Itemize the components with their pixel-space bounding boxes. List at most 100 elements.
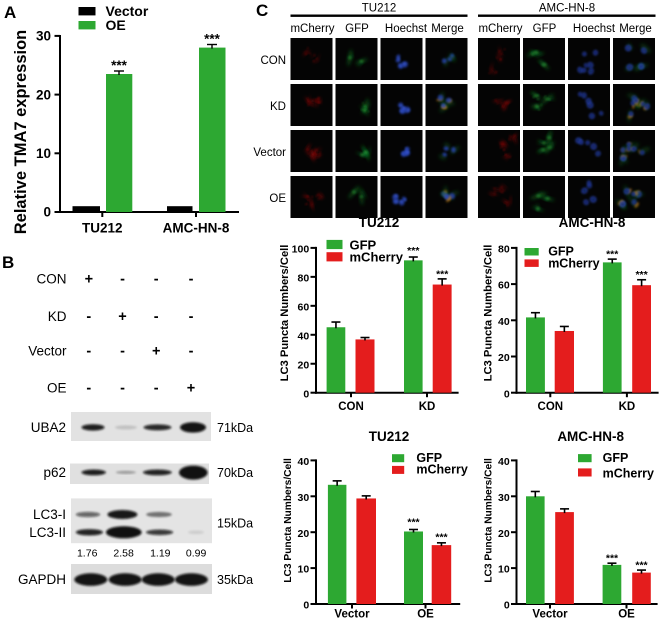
svg-text:GFP: GFP: [345, 23, 369, 35]
svg-text:AMC-HN-8: AMC-HN-8: [163, 220, 230, 235]
svg-text:0: 0: [303, 388, 309, 400]
svg-text:+: +: [118, 309, 126, 325]
svg-text:OE: OE: [417, 609, 434, 621]
svg-text:KD: KD: [270, 101, 286, 113]
svg-text:CON: CON: [338, 401, 364, 413]
svg-text:40: 40: [298, 330, 310, 342]
svg-text:60: 60: [298, 301, 310, 313]
svg-text:LC3 Puncta Numbers/Cell: LC3 Puncta Numbers/Cell: [484, 458, 495, 583]
svg-text:KD: KD: [48, 309, 67, 324]
svg-text:-: -: [154, 381, 159, 397]
svg-text:-: -: [120, 381, 125, 397]
svg-text:CON: CON: [37, 271, 67, 286]
svg-text:TU212: TU212: [82, 220, 123, 235]
svg-text:30: 30: [36, 29, 51, 44]
svg-text:+: +: [187, 381, 195, 397]
svg-text:***: ***: [435, 531, 448, 543]
svg-text:TU212: TU212: [359, 215, 400, 230]
svg-text:-: -: [154, 271, 159, 287]
svg-text:100: 100: [292, 244, 310, 256]
svg-text:0: 0: [43, 205, 51, 220]
svg-text:30: 30: [298, 492, 310, 504]
svg-text:20: 20: [298, 528, 310, 540]
svg-text:mCherry: mCherry: [548, 256, 599, 270]
svg-text:Merge: Merge: [431, 23, 464, 35]
svg-text:20: 20: [498, 352, 510, 364]
svg-text:30: 30: [498, 492, 510, 504]
svg-text:60: 60: [498, 280, 510, 292]
svg-text:TU212: TU212: [369, 429, 410, 444]
svg-text:20: 20: [498, 528, 510, 540]
svg-text:20: 20: [298, 359, 310, 371]
svg-text:A: A: [4, 3, 16, 22]
svg-text:mCherry: mCherry: [416, 463, 467, 477]
svg-text:70kDa: 70kDa: [217, 466, 253, 480]
svg-text:-: -: [189, 271, 194, 287]
svg-text:-: -: [86, 381, 91, 397]
svg-text:OE: OE: [269, 193, 286, 205]
svg-text:71kDa: 71kDa: [217, 421, 253, 435]
svg-text:Vector: Vector: [532, 609, 568, 621]
svg-text:***: ***: [606, 248, 619, 260]
svg-text:Vector: Vector: [28, 344, 67, 359]
svg-text:LC3 Puncta Numbers/Cell: LC3 Puncta Numbers/Cell: [483, 245, 495, 382]
svg-text:GFP: GFP: [603, 451, 629, 465]
svg-text:mCherry: mCherry: [290, 23, 334, 35]
svg-text:20: 20: [36, 87, 51, 102]
svg-text:10: 10: [36, 146, 51, 161]
svg-text:Hoechst: Hoechst: [385, 23, 428, 35]
svg-text:CON: CON: [538, 401, 564, 413]
svg-text:+: +: [152, 344, 160, 360]
svg-text:C: C: [256, 1, 268, 20]
svg-text:40: 40: [298, 456, 310, 468]
svg-text:0: 0: [504, 388, 510, 400]
svg-text:GFP: GFP: [350, 237, 377, 252]
svg-text:AMC-HN-8: AMC-HN-8: [557, 429, 624, 444]
svg-text:-: -: [154, 309, 159, 325]
svg-text:80: 80: [498, 244, 510, 256]
svg-text:-: -: [120, 344, 125, 360]
svg-text:***: ***: [635, 559, 648, 571]
svg-text:***: ***: [204, 32, 221, 47]
svg-text:Vector: Vector: [106, 3, 149, 19]
svg-text:UBA2: UBA2: [31, 420, 66, 435]
svg-text:GFP: GFP: [548, 245, 574, 259]
svg-text:80: 80: [298, 272, 310, 284]
svg-text:-: -: [189, 309, 194, 325]
svg-text:OE: OE: [106, 17, 126, 33]
svg-text:LC3-I: LC3-I: [33, 507, 66, 522]
svg-text:OE: OE: [618, 609, 635, 621]
svg-text:40: 40: [498, 456, 510, 468]
svg-text:***: ***: [436, 268, 449, 280]
svg-text:B: B: [2, 253, 14, 272]
svg-text:mCherry: mCherry: [478, 23, 522, 35]
svg-text:Vector: Vector: [253, 147, 286, 159]
svg-text:0: 0: [504, 600, 510, 612]
svg-text:LC3 Puncta Numbers/Cell: LC3 Puncta Numbers/Cell: [279, 245, 291, 382]
svg-text:LC3 Puncta Numbers/Cell: LC3 Puncta Numbers/Cell: [283, 458, 294, 583]
svg-text:Relative TMA7 expression: Relative TMA7 expression: [12, 30, 30, 235]
svg-text:2.58: 2.58: [113, 548, 134, 560]
svg-text:-: -: [86, 309, 91, 325]
svg-text:Merge: Merge: [619, 23, 652, 35]
svg-text:GFP: GFP: [533, 23, 557, 35]
svg-text:***: ***: [635, 269, 648, 281]
svg-text:-: -: [120, 271, 125, 287]
svg-text:mCherry: mCherry: [603, 467, 654, 481]
svg-text:***: ***: [111, 58, 128, 73]
svg-text:0.99: 0.99: [186, 548, 207, 560]
svg-text:***: ***: [606, 552, 619, 564]
svg-text:p62: p62: [43, 465, 66, 480]
svg-text:1.76: 1.76: [77, 548, 98, 560]
svg-text:AMC-HN-8: AMC-HN-8: [539, 3, 595, 15]
svg-text:TU212: TU212: [362, 3, 397, 15]
svg-text:LC3-II: LC3-II: [29, 525, 66, 540]
svg-text:KD: KD: [419, 401, 436, 413]
svg-text:AMC-HN-8: AMC-HN-8: [559, 215, 626, 230]
svg-text:***: ***: [407, 245, 420, 257]
svg-text:+: +: [85, 271, 93, 287]
svg-text:0: 0: [303, 600, 309, 612]
svg-text:OE: OE: [47, 381, 67, 396]
svg-text:Vector: Vector: [334, 609, 370, 621]
svg-text:10: 10: [498, 564, 510, 576]
